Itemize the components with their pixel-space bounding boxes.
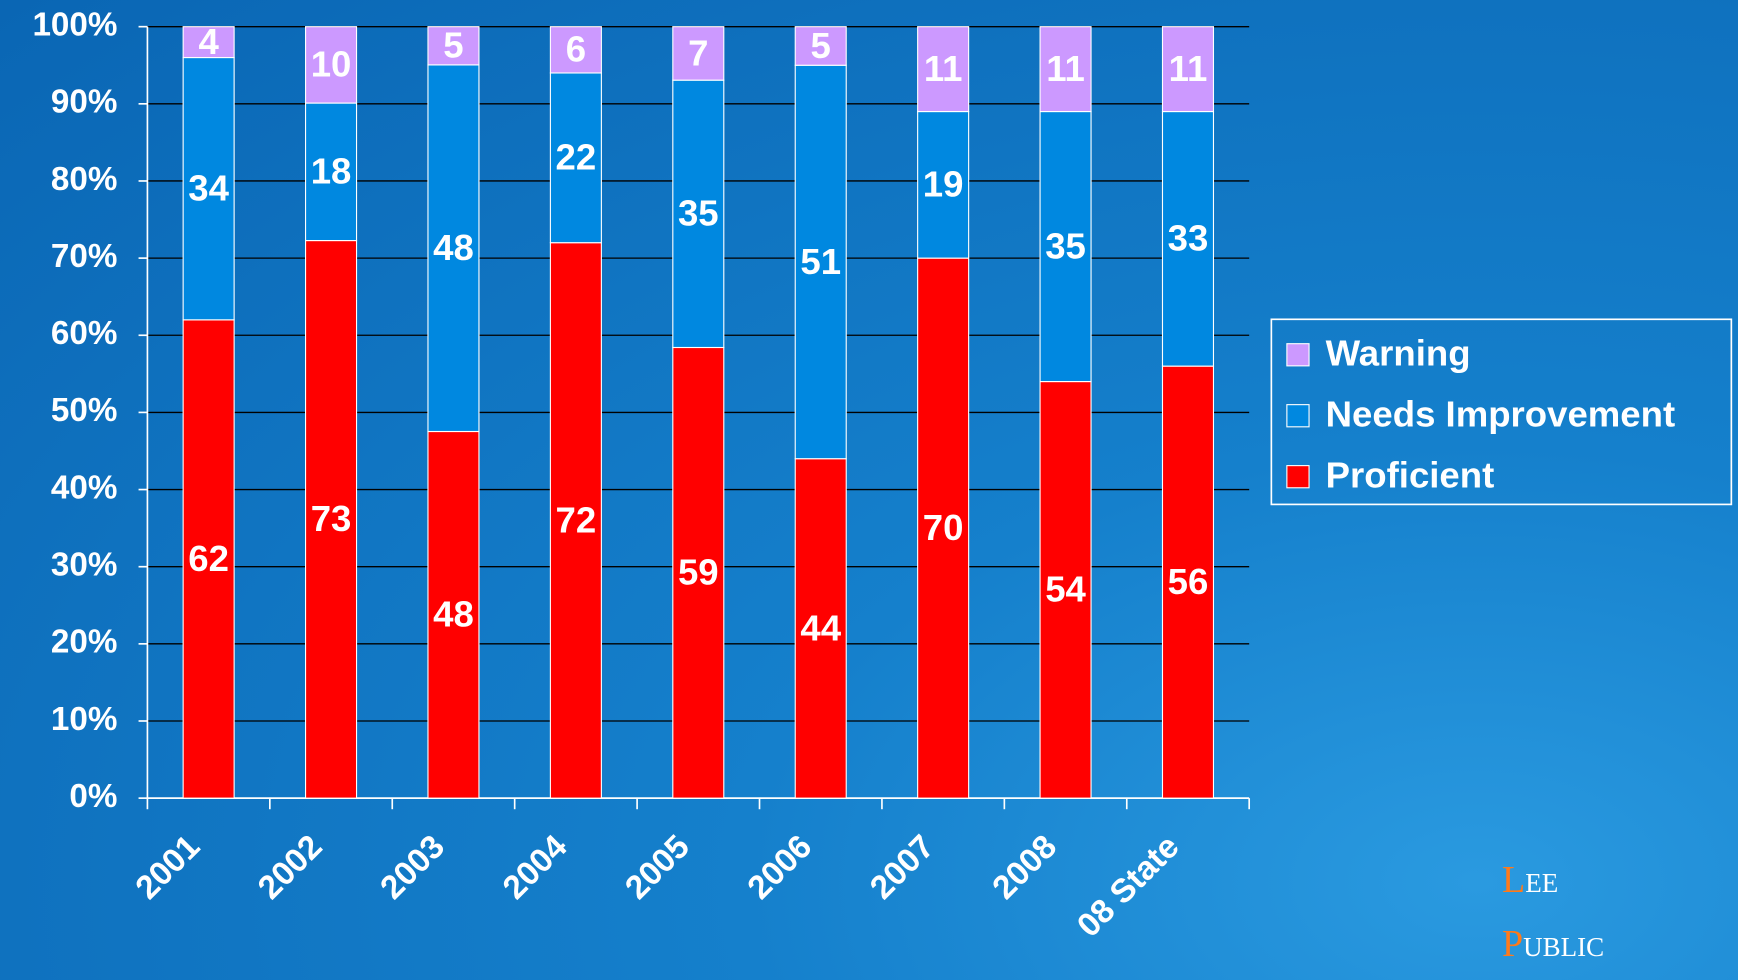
legend: Warning Needs Improvement Proficient: [1270, 318, 1733, 506]
bar-segment: [672, 346, 725, 799]
bar-segment: [794, 64, 847, 460]
x-tick-label: 08 State: [1070, 828, 1186, 944]
bar-segment: [917, 110, 970, 259]
data-label: 51: [800, 241, 841, 282]
bar-segment: [427, 26, 480, 66]
data-label: 72: [556, 499, 597, 540]
data-label: 48: [433, 594, 474, 635]
legend-box: [1270, 318, 1733, 506]
y-tick-label: 80%: [51, 161, 118, 198]
bar-segment: [794, 458, 847, 799]
y-tick-label: 100%: [32, 6, 117, 43]
bar-segment: [917, 26, 970, 113]
y-tick-label: 10%: [51, 701, 118, 738]
x-tick-label: 2002: [251, 828, 329, 906]
data-label: 70: [923, 507, 964, 548]
data-label: 4: [198, 21, 219, 62]
y-tick-label: 70%: [51, 238, 118, 275]
data-label: 73: [311, 498, 352, 539]
data-label: 54: [1045, 569, 1086, 610]
bar-segment: [1161, 365, 1215, 799]
y-tick-label: 60%: [51, 315, 118, 352]
y-tick-label: 50%: [51, 392, 118, 429]
bar-segment: [1039, 110, 1092, 383]
x-tick-label: 2007: [863, 828, 941, 906]
data-label: 19: [923, 164, 964, 205]
data-label: 11: [1046, 48, 1085, 89]
data-label: 10: [311, 44, 352, 85]
logo-line: Public: [1502, 923, 1605, 965]
data-label: 35: [678, 193, 719, 234]
data-label: 11: [1169, 48, 1208, 89]
y-tick-label: 0%: [69, 778, 117, 815]
bar-segment: [1161, 26, 1215, 113]
data-label: 5: [811, 25, 831, 66]
y-tick-label: 90%: [51, 84, 118, 121]
data-label: 6: [566, 29, 586, 70]
legend-label: Needs Improvement: [1326, 394, 1676, 435]
x-tick-label: 2008: [986, 828, 1064, 906]
x-tick-label: 2003: [374, 828, 452, 906]
bar-segment: [182, 56, 235, 321]
bar-segment: [427, 430, 480, 799]
y-tick-label: 40%: [51, 469, 118, 506]
bar-segment: [549, 72, 602, 244]
data-label: 33: [1168, 218, 1209, 259]
bar-segment: [549, 26, 602, 74]
data-label: 59: [678, 552, 719, 593]
logo-line: Lee: [1502, 859, 1559, 901]
data-label: 48: [433, 227, 474, 268]
legend-swatch: [1286, 465, 1310, 489]
data-label: 22: [556, 137, 597, 178]
data-label: 56: [1168, 561, 1209, 602]
bar-segment: [182, 26, 235, 59]
bar-segment: [794, 26, 847, 66]
y-tick-label: 30%: [51, 546, 118, 583]
x-tick-label: 2005: [618, 828, 696, 906]
legend-label: Proficient: [1326, 454, 1495, 495]
data-label: 62: [188, 538, 229, 579]
y-tick-label: 20%: [51, 624, 118, 661]
data-label: 35: [1045, 225, 1086, 266]
legend-swatch: [1286, 343, 1310, 367]
bar-segment: [1039, 380, 1092, 799]
data-label: 34: [188, 168, 229, 209]
bar-segment: [304, 26, 358, 104]
bar-segment: [304, 239, 358, 799]
data-label: 5: [443, 25, 463, 66]
data-label: 44: [800, 607, 841, 648]
data-label: 7: [688, 32, 708, 73]
legend-label: Warning: [1326, 333, 1471, 374]
bar-segment: [304, 102, 358, 242]
bar-segment: [917, 257, 970, 799]
legend-swatch: [1286, 404, 1310, 428]
bar-segment: [1039, 26, 1092, 113]
x-tick-label: 2004: [496, 828, 575, 907]
bar-segment: [672, 26, 725, 81]
x-tick-label: 2006: [741, 828, 819, 906]
data-label: 18: [311, 151, 352, 192]
bar-segment: [672, 79, 725, 349]
data-label: 11: [924, 48, 963, 89]
x-tick-label: 2001: [129, 828, 207, 906]
